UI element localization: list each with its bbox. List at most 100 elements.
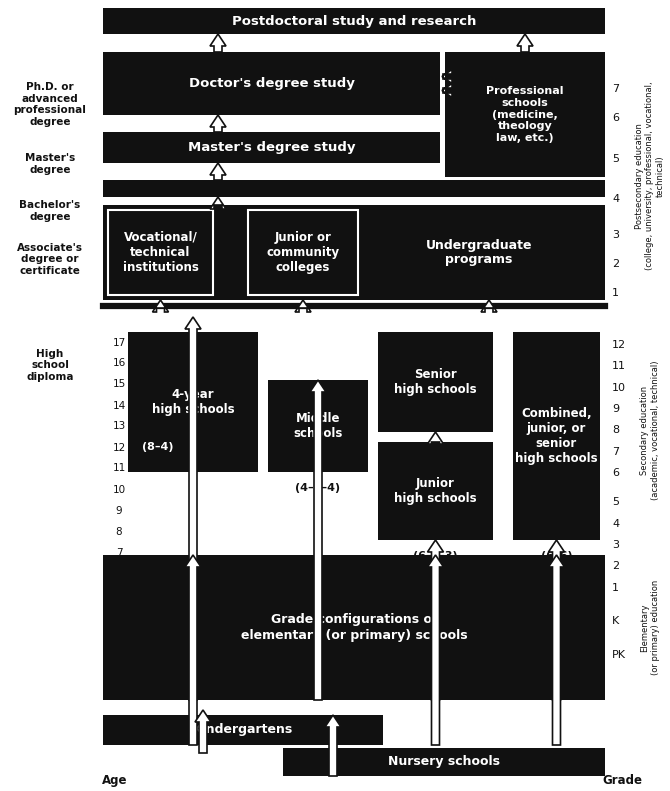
Text: 17: 17: [113, 338, 126, 347]
Text: 12: 12: [113, 443, 126, 452]
Text: PK: PK: [612, 650, 626, 660]
Polygon shape: [195, 710, 211, 753]
Text: 9: 9: [116, 506, 123, 516]
Bar: [268, 380, 368, 472]
Text: 10: 10: [113, 485, 125, 494]
Text: 6: 6: [116, 570, 123, 579]
Text: Bachelor's
degree: Bachelor's degree: [19, 200, 80, 222]
Text: Junior or
community
colleges: Junior or community colleges: [267, 231, 340, 274]
Text: 1: 1: [612, 289, 619, 298]
Polygon shape: [210, 163, 226, 180]
Text: Senior
high schools: Senior high schools: [394, 368, 477, 396]
Bar: [128, 332, 258, 472]
Text: 12: 12: [612, 340, 626, 350]
Bar: [103, 205, 605, 300]
Text: 8: 8: [612, 426, 619, 435]
Text: (4–4–4): (4–4–4): [295, 483, 340, 493]
Bar: [445, 52, 605, 177]
Text: 3: 3: [612, 230, 619, 240]
Bar: [103, 180, 605, 197]
Text: 7: 7: [116, 548, 123, 558]
Polygon shape: [427, 432, 444, 444]
Text: 1: 1: [612, 583, 619, 592]
Bar: [103, 715, 383, 745]
Text: 4: 4: [612, 195, 619, 204]
Text: (8–4): (8–4): [142, 442, 174, 452]
Polygon shape: [295, 300, 311, 312]
Text: (6–6): (6–6): [541, 551, 572, 561]
Bar: [108, 210, 213, 295]
Polygon shape: [153, 300, 168, 312]
Text: 6: 6: [612, 468, 619, 478]
Text: Age: Age: [103, 774, 128, 787]
Text: 14: 14: [113, 401, 126, 411]
Text: Nursery schools: Nursery schools: [388, 755, 500, 769]
Text: Combined,
junior, or
senior
high schools: Combined, junior, or senior high schools: [515, 407, 598, 465]
Text: 11: 11: [113, 464, 126, 473]
Text: 4-year
high schools: 4-year high schools: [151, 388, 234, 416]
Text: 5: 5: [612, 498, 619, 507]
Polygon shape: [210, 115, 226, 132]
Polygon shape: [185, 555, 201, 745]
Text: 16: 16: [113, 358, 126, 368]
Text: Middle
schools: Middle schools: [293, 412, 342, 440]
Text: K: K: [612, 616, 619, 626]
Text: Doctor's degree study: Doctor's degree study: [188, 77, 354, 90]
Text: 9: 9: [612, 404, 619, 414]
Text: High
school
diploma: High school diploma: [26, 349, 74, 382]
Polygon shape: [210, 34, 226, 52]
Text: Grade: Grade: [602, 774, 642, 787]
Polygon shape: [549, 540, 565, 700]
Polygon shape: [427, 540, 444, 700]
Bar: [103, 52, 440, 115]
Text: 2: 2: [612, 562, 619, 571]
Text: Postsecondary education
(college, university, professional, vocational,
technica: Postsecondary education (college, univer…: [635, 81, 665, 271]
Text: Master's
degree: Master's degree: [25, 153, 75, 175]
Text: 5: 5: [116, 604, 123, 614]
Polygon shape: [442, 70, 452, 84]
Text: 10: 10: [612, 383, 626, 392]
Polygon shape: [325, 715, 341, 776]
Text: 3: 3: [612, 540, 619, 550]
Text: 7: 7: [612, 447, 619, 456]
Text: 2: 2: [612, 259, 619, 269]
Text: Postdoctoral study and research: Postdoctoral study and research: [232, 14, 476, 28]
Bar: [283, 748, 605, 776]
Polygon shape: [210, 197, 226, 209]
Text: Professional
schools
(medicine,
theology
law, etc.): Professional schools (medicine, theology…: [486, 86, 563, 142]
Bar: [103, 555, 605, 700]
Text: 8: 8: [116, 527, 123, 536]
Bar: [108, 210, 213, 295]
Bar: [248, 210, 358, 295]
Bar: [248, 210, 358, 295]
Polygon shape: [427, 555, 444, 745]
Text: Undergraduate
programs: Undergraduate programs: [425, 239, 532, 267]
Bar: [103, 8, 605, 34]
Polygon shape: [549, 555, 565, 745]
Bar: [378, 442, 493, 540]
Text: Ph.D. or
advanced
professional
degree: Ph.D. or advanced professional degree: [13, 82, 86, 127]
Polygon shape: [185, 317, 201, 700]
Text: 7: 7: [612, 85, 619, 94]
Text: (6–3–3): (6–3–3): [413, 551, 458, 561]
Text: 6: 6: [612, 113, 619, 123]
Text: 3: 3: [116, 664, 123, 673]
Text: Secondary education
(academic, vocational, technical): Secondary education (academic, vocationa…: [641, 361, 660, 500]
Text: Kindergartens: Kindergartens: [193, 724, 293, 736]
Text: Junior
high schools: Junior high schools: [394, 477, 477, 505]
Bar: [378, 332, 493, 432]
Bar: [103, 132, 440, 163]
Text: 4: 4: [612, 519, 619, 528]
Text: 4: 4: [116, 638, 123, 648]
Text: Vocational/
technical
institutions: Vocational/ technical institutions: [123, 231, 198, 274]
Polygon shape: [310, 380, 326, 700]
Polygon shape: [442, 84, 452, 97]
Text: Elementary
(or primary) education: Elementary (or primary) education: [641, 580, 660, 676]
Text: 15: 15: [113, 380, 126, 389]
Text: 11: 11: [612, 361, 626, 371]
Text: 13: 13: [113, 422, 126, 431]
Text: 5: 5: [612, 154, 619, 164]
Polygon shape: [517, 34, 533, 52]
Text: Associate's
degree or
certificate: Associate's degree or certificate: [17, 243, 83, 276]
Polygon shape: [481, 300, 497, 312]
